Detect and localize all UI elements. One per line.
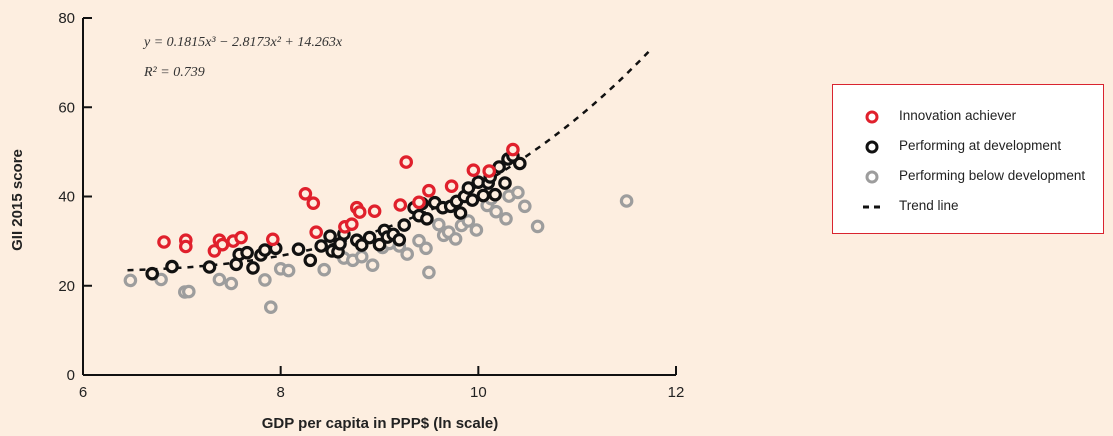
point-performing-below-development bbox=[125, 275, 135, 285]
point-innovation-achiever bbox=[217, 240, 227, 250]
legend-label: Trend line bbox=[899, 198, 959, 213]
point-performing-at-development bbox=[422, 214, 432, 224]
point-performing-below-development bbox=[367, 260, 377, 270]
legend-marker-black-circle bbox=[865, 140, 879, 154]
x-tick-label: 12 bbox=[668, 384, 685, 401]
point-performing-at-development bbox=[293, 244, 303, 254]
point-performing-at-development bbox=[500, 178, 510, 188]
point-innovation-achiever bbox=[355, 207, 365, 217]
point-innovation-achiever bbox=[268, 234, 278, 244]
point-performing-below-development bbox=[450, 234, 460, 244]
point-performing-at-development bbox=[248, 263, 258, 273]
y-tick-label: 80 bbox=[58, 10, 75, 27]
point-innovation-achiever bbox=[401, 157, 411, 167]
point-performing-below-development bbox=[226, 278, 236, 288]
point-performing-at-development bbox=[515, 158, 525, 168]
legend-label: Innovation achiever bbox=[899, 108, 1016, 123]
point-performing-at-development bbox=[316, 241, 326, 251]
point-innovation-achiever bbox=[414, 197, 424, 207]
point-performing-below-development bbox=[184, 286, 194, 296]
x-tick-label: 8 bbox=[276, 384, 284, 401]
point-performing-at-development bbox=[260, 245, 270, 255]
point-performing-at-development bbox=[394, 235, 404, 245]
point-innovation-achiever bbox=[508, 144, 518, 154]
point-performing-at-development bbox=[242, 248, 252, 258]
point-performing-at-development bbox=[325, 231, 335, 241]
legend-marker-red-circle bbox=[865, 110, 879, 124]
legend-item-trend-line: Trend line bbox=[833, 195, 1103, 219]
point-performing-below-development bbox=[520, 201, 530, 211]
y-tick-label: 60 bbox=[58, 99, 75, 116]
y-tick-label: 0 bbox=[67, 367, 75, 384]
legend-marker-dashed-line bbox=[863, 200, 883, 214]
point-innovation-achiever bbox=[468, 165, 478, 175]
r-squared: R² = 0.739 bbox=[143, 65, 205, 80]
point-performing-below-development bbox=[434, 219, 444, 229]
point-performing-at-development bbox=[305, 255, 315, 265]
point-performing-at-development bbox=[399, 220, 409, 230]
point-performing-below-development bbox=[424, 267, 434, 277]
legend-item-performing-below-development: Performing below development bbox=[833, 165, 1103, 189]
x-tick-label: 6 bbox=[79, 384, 87, 401]
x-axis-title: GDP per capita in PPP$ (ln scale) bbox=[262, 415, 498, 432]
point-performing-below-development bbox=[532, 221, 542, 231]
point-innovation-achiever bbox=[395, 200, 405, 210]
point-innovation-achiever bbox=[424, 186, 434, 196]
point-innovation-achiever bbox=[236, 232, 246, 242]
point-innovation-achiever bbox=[484, 166, 494, 176]
point-performing-below-development bbox=[491, 207, 501, 217]
legend-marker-gray-circle bbox=[865, 170, 879, 184]
point-performing-below-development bbox=[266, 302, 276, 312]
point-innovation-achiever bbox=[347, 219, 357, 229]
point-performing-at-development bbox=[364, 232, 374, 242]
point-innovation-achiever bbox=[369, 206, 379, 216]
point-performing-below-development bbox=[513, 187, 523, 197]
point-performing-at-development bbox=[147, 269, 157, 279]
point-performing-below-development bbox=[471, 225, 481, 235]
point-performing-at-development bbox=[455, 208, 465, 218]
point-performing-below-development bbox=[357, 252, 367, 262]
point-performing-below-development bbox=[421, 243, 431, 253]
point-performing-below-development bbox=[319, 265, 329, 275]
legend-label: Performing below development bbox=[899, 168, 1085, 183]
point-performing-below-development bbox=[501, 214, 511, 224]
y-tick-label: 20 bbox=[58, 278, 75, 295]
point-performing-below-development bbox=[402, 249, 412, 259]
point-performing-below-development bbox=[283, 265, 293, 275]
trend-equation: y = 0.1815x³ − 2.8173x² + 14.263x bbox=[142, 35, 343, 50]
point-innovation-achiever bbox=[159, 237, 169, 247]
point-performing-below-development bbox=[621, 196, 631, 206]
point-innovation-achiever bbox=[311, 227, 321, 237]
legend-item-performing-at-development: Performing at development bbox=[833, 135, 1103, 159]
y-tick-label: 40 bbox=[58, 189, 75, 206]
point-innovation-achiever bbox=[308, 198, 318, 208]
data-points bbox=[125, 144, 632, 312]
x-tick-label: 10 bbox=[470, 384, 487, 401]
legend: Innovation achiever Performing at develo… bbox=[832, 84, 1104, 234]
legend-item-innovation-achiever: Innovation achiever bbox=[833, 105, 1103, 129]
point-innovation-achiever bbox=[446, 181, 456, 191]
point-performing-below-development bbox=[260, 275, 270, 285]
point-innovation-achiever bbox=[300, 189, 310, 199]
point-performing-at-development bbox=[204, 262, 214, 272]
point-performing-at-development bbox=[167, 261, 177, 271]
legend-label: Performing at development bbox=[899, 138, 1061, 153]
y-axis-title: GII 2015 score bbox=[9, 149, 26, 251]
point-performing-below-development bbox=[214, 274, 224, 284]
point-innovation-achiever bbox=[181, 241, 191, 251]
point-performing-at-development bbox=[467, 195, 477, 205]
point-performing-at-development bbox=[478, 190, 488, 200]
point-performing-at-development bbox=[490, 190, 500, 200]
